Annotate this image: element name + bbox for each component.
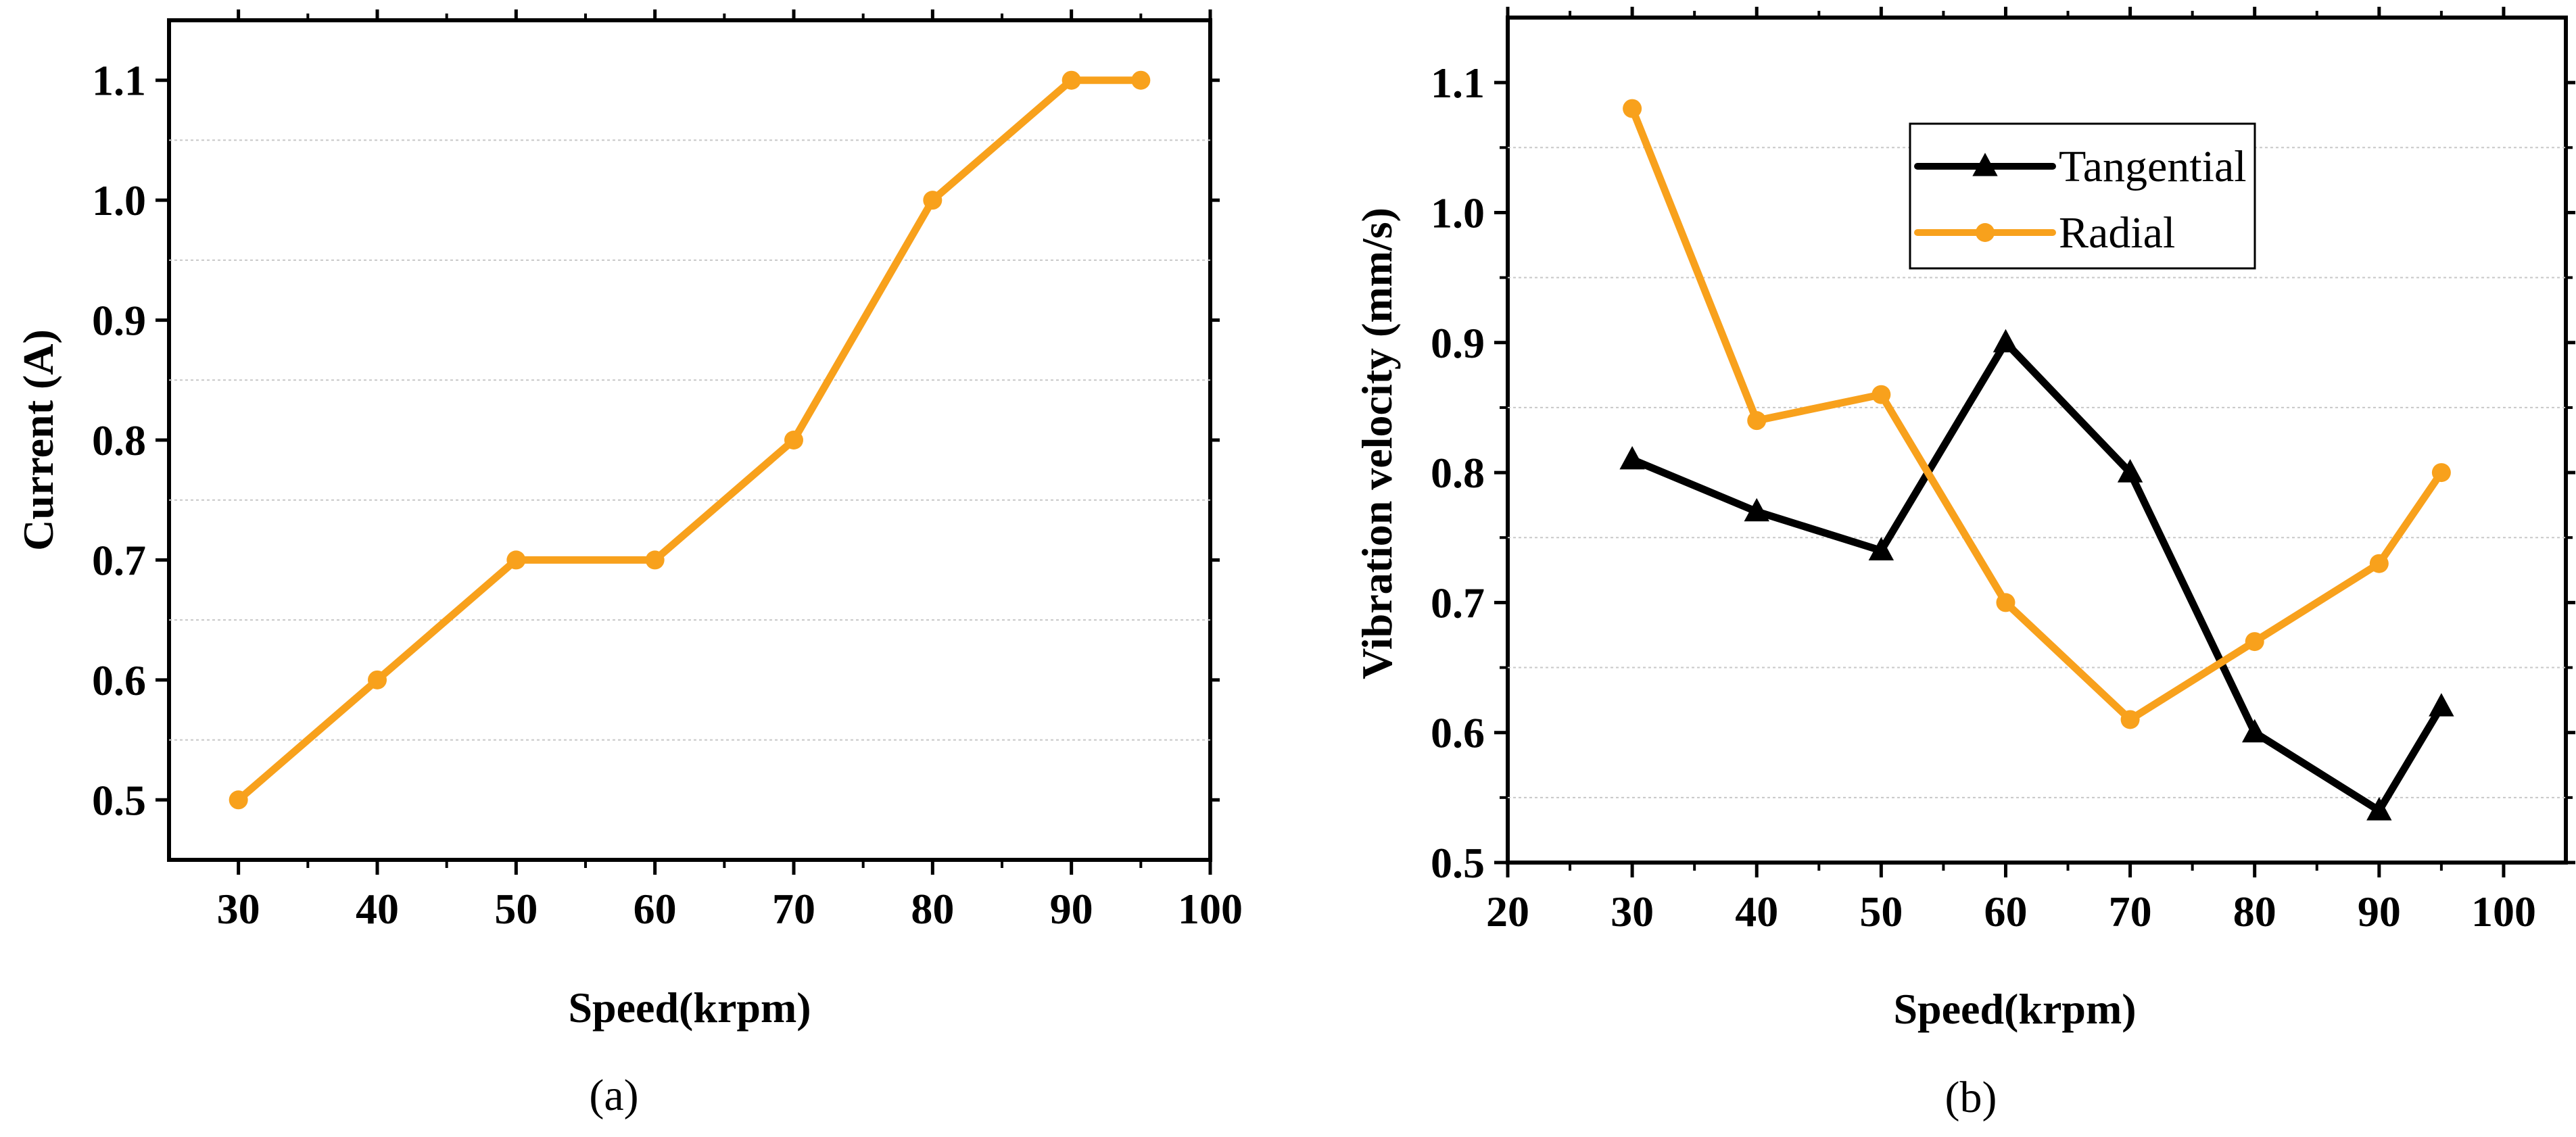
x-tick-label: 50 xyxy=(1859,888,1903,936)
y-tick-label: 0.8 xyxy=(1431,449,1485,497)
x-tick-label: 60 xyxy=(1984,888,2027,936)
ticks-b xyxy=(1494,7,2575,877)
ticks-a xyxy=(156,9,1220,875)
x-tick-label: 70 xyxy=(772,885,815,933)
y-tick-label: 1.0 xyxy=(92,176,146,224)
x-tick-label: 100 xyxy=(1178,885,1243,933)
x-tick-label: 50 xyxy=(494,885,538,933)
panel-label-a: (a) xyxy=(589,1071,638,1120)
panel-label-b: (b) xyxy=(1945,1073,1997,1122)
series-line-tangential xyxy=(1630,336,2445,816)
data-point xyxy=(229,790,248,810)
x-tick-label: 40 xyxy=(1735,888,1778,936)
y-tick-label: 1.0 xyxy=(1431,189,1485,237)
chart-panel-a: 0.5 0.6 0.7 0.8 0.9 1.0 1.1 30 40 50 60 70 80 90 100 S… xyxy=(14,9,1243,1120)
data-point xyxy=(2369,554,2389,573)
y-axis-title-b: Vibration velocity (mm/s) xyxy=(1353,208,1401,679)
y-tick-label: 1.1 xyxy=(92,57,146,105)
x-tick-label: 90 xyxy=(2358,888,2401,936)
y-axis-title-a: Current (A) xyxy=(14,329,62,551)
data-point xyxy=(784,431,803,450)
y-tick-label: 0.5 xyxy=(1431,839,1485,887)
y-tick-label: 0.7 xyxy=(92,536,146,584)
y-tick-label: 0.7 xyxy=(1431,579,1485,627)
y-tick-label: 0.9 xyxy=(1431,319,1485,367)
plot-frame-a xyxy=(167,18,1212,862)
y-tick-label: 0.9 xyxy=(92,297,146,345)
legend-marker-tangential xyxy=(1972,152,1998,176)
x-tick-label: 80 xyxy=(2233,888,2276,936)
data-point xyxy=(1996,593,2016,612)
data-point xyxy=(1871,385,1891,404)
data-point xyxy=(2429,693,2454,717)
data-point xyxy=(2117,459,2143,483)
data-point xyxy=(1744,498,1769,522)
data-point xyxy=(1868,537,1894,560)
legend-label-tangential: Tangential xyxy=(2059,142,2247,191)
data-point xyxy=(506,550,526,570)
x-tick-label: 70 xyxy=(2109,888,2152,936)
x-tick-label: 60 xyxy=(634,885,677,933)
data-point xyxy=(2242,719,2268,743)
series-line-radial xyxy=(1629,107,2445,725)
data-point xyxy=(1623,99,1642,118)
x-tick-label: 40 xyxy=(356,885,399,933)
data-point xyxy=(2120,710,2140,729)
legend: Tangential Radial xyxy=(1909,122,2256,270)
tick-labels-a: 0.5 0.6 0.7 0.8 0.9 1.0 1.1 30 40 50 60 70 80 90 100 xyxy=(92,57,1243,933)
series-b xyxy=(1619,99,2454,821)
y-tick-label: 0.6 xyxy=(92,656,146,704)
data-point xyxy=(1062,70,1081,90)
series-a xyxy=(229,70,1151,810)
data-point xyxy=(1993,329,2019,353)
data-point xyxy=(2431,463,2451,483)
x-tick-label: 20 xyxy=(1486,888,1529,936)
legend-label-radial: Radial xyxy=(2059,208,2175,258)
x-axis-title-a: Speed(krpm) xyxy=(568,984,811,1032)
data-point xyxy=(368,670,387,690)
data-point xyxy=(1619,445,1645,470)
data-point xyxy=(1131,70,1151,90)
chart-panel-b: 0.5 0.6 0.7 0.8 0.9 1.0 1.1 20 30 40 50 60 70 80 90 100… xyxy=(1353,7,2575,1122)
series-line-current xyxy=(236,76,1141,803)
x-tick-label: 80 xyxy=(911,885,954,933)
legend-marker-radial xyxy=(1976,223,1995,242)
data-point xyxy=(2245,632,2264,652)
gridlines-a xyxy=(169,139,1210,741)
data-point xyxy=(645,550,665,570)
data-point xyxy=(1747,411,1767,431)
tick-labels-b: 0.5 0.6 0.7 0.8 0.9 1.0 1.1 20 30 40 50 60 70 80 90 100 xyxy=(1431,59,2536,936)
y-tick-label: 0.5 xyxy=(92,776,146,824)
plot-frame-b xyxy=(1506,16,2568,865)
legend-box xyxy=(1909,122,2256,270)
y-tick-label: 1.1 xyxy=(1431,59,1485,107)
x-tick-label: 90 xyxy=(1050,885,1093,933)
data-point xyxy=(923,191,943,210)
x-tick-label: 30 xyxy=(1611,888,1654,936)
y-tick-label: 0.6 xyxy=(1431,709,1485,757)
y-tick-label: 0.8 xyxy=(92,416,146,464)
x-axis-title-b: Speed(krpm) xyxy=(1893,985,2136,1033)
x-tick-label: 30 xyxy=(217,885,260,933)
x-tick-label: 100 xyxy=(2471,888,2536,936)
data-point xyxy=(2366,797,2392,821)
